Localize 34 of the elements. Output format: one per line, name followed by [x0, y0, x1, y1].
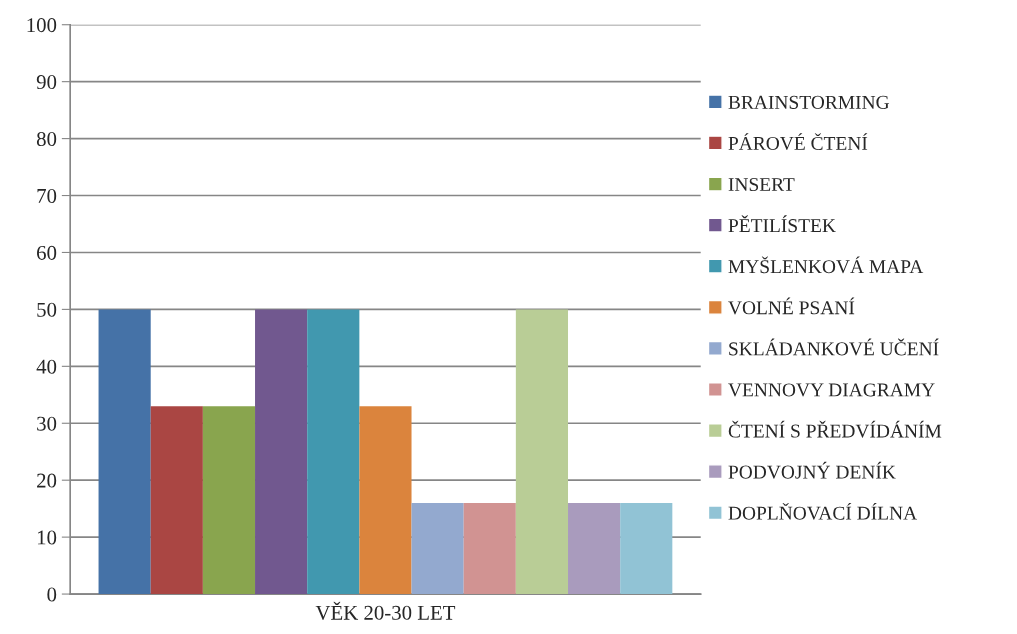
- bar: [359, 406, 412, 595]
- legend-label: PÁROVÉ ČTENÍ: [728, 133, 868, 151]
- bar: [255, 309, 308, 595]
- legend-label: VENNOVY DIAGRAMY: [728, 383, 935, 397]
- legend-label: VOLNÉ PSANÍ: [728, 297, 855, 315]
- bar: [411, 502, 464, 595]
- y-tick-label: 60: [37, 245, 57, 260]
- bar: [98, 309, 151, 595]
- legend-label: PODVOJNÝ DENÍK: [728, 461, 896, 479]
- y-tick-label: 80: [36, 131, 57, 147]
- y-tick-label: 90: [36, 75, 57, 90]
- y-tick-label: 40: [36, 359, 57, 374]
- y-tick-label: 0: [47, 587, 57, 602]
- bar: [150, 406, 203, 595]
- bar: [568, 502, 621, 595]
- bar: [515, 309, 569, 595]
- y-tick-label: 70: [37, 188, 57, 203]
- y-tick-label: 50: [37, 302, 57, 317]
- legend-label: DOPLŇOVACÍ DÍLNA: [728, 502, 918, 520]
- y-tick-label: 30: [37, 416, 57, 431]
- bar: [202, 406, 256, 595]
- legend-label: BRAINSTORMING: [728, 95, 890, 109]
- y-tick-label: 10: [37, 530, 57, 545]
- legend-label: INSERT: [728, 177, 795, 192]
- bar: [463, 502, 516, 595]
- legend-label: PĚTILÍSTEK: [728, 215, 836, 233]
- x-tick-label: VĚK 20-30 LET: [315, 601, 456, 620]
- bar: [620, 502, 673, 595]
- legend-label: SKLÁDANKOVÉ UČENÍ: [729, 338, 939, 356]
- legend-label: ČTENÍ S PŘEDVÍDÁNÍM: [728, 420, 942, 438]
- y-tick-label: 100: [27, 18, 57, 33]
- legend-label: MYŠLENKOVÁ MAPA: [728, 256, 924, 274]
- bar: [307, 309, 360, 595]
- y-tick-label: 20: [37, 473, 57, 488]
